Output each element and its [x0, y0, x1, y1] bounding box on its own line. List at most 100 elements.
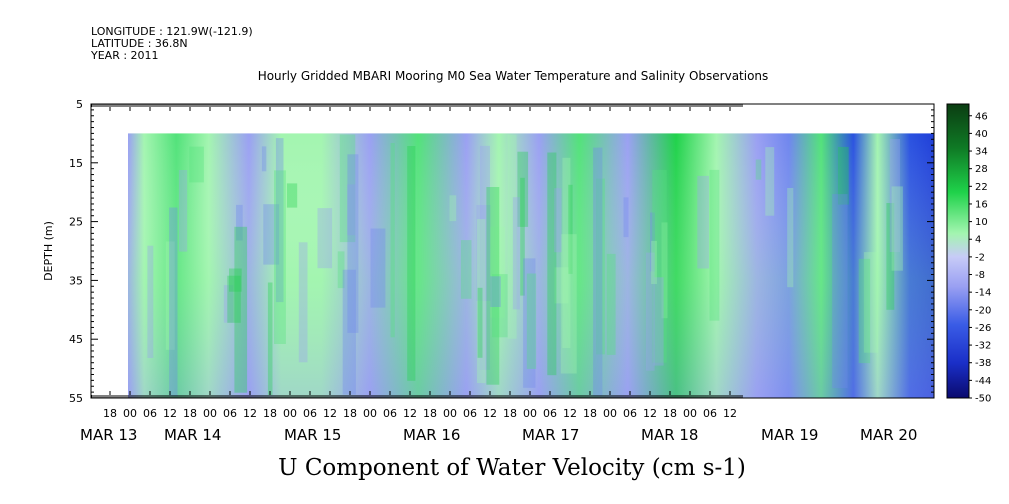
x-hour-label: 00 — [603, 407, 617, 420]
heatmap-streak — [547, 152, 557, 376]
x-hour-label: 00 — [203, 407, 217, 420]
x-hour-label: 18 — [183, 407, 197, 420]
heatmap-streak — [234, 226, 248, 393]
x-hour-label: 06 — [143, 407, 157, 420]
y-tick-label: 45 — [69, 333, 83, 346]
heatmap-streak — [169, 207, 178, 397]
x-hour-label: 06 — [303, 407, 317, 420]
heatmap-streak — [286, 183, 298, 208]
x-hour-label: 18 — [263, 407, 277, 420]
x-hour-label: 12 — [403, 407, 417, 420]
heatmap-streak — [889, 139, 900, 252]
colorbar-label: -14 — [975, 288, 991, 299]
heatmap-streak — [650, 212, 655, 272]
heatmap-streak — [651, 240, 657, 284]
colorbar-label: -50 — [975, 394, 991, 405]
heatmap-streak — [263, 204, 280, 265]
heatmap-streak — [339, 134, 356, 243]
heatmap-streak — [645, 252, 655, 371]
colorbar: 46 40 34 28 22 16 10 4 -2 -8 -14 -20 -26 -32 -38 -44 -50 — [946, 103, 991, 405]
heatmap-streak — [891, 186, 903, 271]
y-tick-label: 25 — [69, 216, 83, 229]
heatmap-streak — [765, 147, 775, 216]
heatmap-streak — [370, 228, 386, 308]
heatmap-streak — [476, 205, 491, 301]
heatmap-streak — [596, 178, 605, 355]
heatmap-streak — [523, 258, 536, 388]
heatmap-streak — [886, 203, 895, 310]
x-hour-label: 00 — [283, 407, 297, 420]
x-hour-label: 12 — [163, 407, 177, 420]
heatmap-streak — [863, 252, 879, 353]
heatmap-streak — [275, 138, 284, 303]
heatmap-streak — [317, 208, 333, 269]
y-axis-label: DEPTH (m) — [42, 221, 55, 281]
colorbar-label: 28 — [975, 164, 988, 175]
heatmap-streak — [460, 240, 472, 299]
heatmap-streak — [274, 170, 286, 344]
heatmap-streak — [449, 195, 457, 222]
year-label: YEAR : 2011 — [90, 49, 159, 62]
heatmap-streak — [189, 146, 204, 183]
x-hour-label: 12 — [643, 407, 657, 420]
x-day-label: MAR 20 — [860, 426, 917, 444]
x-hour-label: 00 — [443, 407, 457, 420]
x-hour-label: 12 — [483, 407, 497, 420]
heatmap-streak — [787, 188, 794, 288]
x-hour-label: 00 — [123, 407, 137, 420]
heatmap-streak — [492, 274, 508, 338]
heatmap-streak — [477, 287, 483, 358]
colorbar-label: 4 — [975, 235, 981, 246]
x-hour-label: 18 — [343, 407, 357, 420]
heatmap-streak — [490, 226, 505, 318]
heatmap-streak — [261, 146, 267, 172]
heatmap-streak — [477, 219, 486, 384]
heatmap-streak — [178, 170, 188, 252]
colorbar-label: -38 — [975, 358, 991, 369]
heatmap-depth-shading — [128, 133, 934, 398]
heatmap-streak — [337, 251, 345, 289]
heatmap-streak — [593, 147, 603, 396]
colorbar-label: -32 — [975, 341, 991, 352]
y-tick-label: 35 — [69, 274, 83, 287]
y-tick-label: 15 — [69, 157, 83, 170]
x-hour-label: 06 — [703, 407, 717, 420]
colorbar-label: -8 — [975, 270, 985, 281]
heatmap-streak — [623, 197, 629, 238]
x-day-label: MAR 18 — [641, 426, 698, 444]
colorbar-label: -26 — [975, 323, 991, 334]
heatmap-streak — [554, 267, 569, 304]
y-axis: 5 15 25 35 45 55 — [69, 98, 934, 405]
y-tick-label: 55 — [69, 392, 83, 405]
colorbar-label: 46 — [975, 111, 988, 122]
colorbar-label: -20 — [975, 305, 991, 316]
x-hour-label: 12 — [323, 407, 337, 420]
heatmap-streak — [147, 245, 154, 358]
x-hour-label: 06 — [383, 407, 397, 420]
x-day-label: MAR 14 — [164, 426, 221, 444]
x-hour-label: 00 — [363, 407, 377, 420]
heatmap-streak — [507, 134, 517, 339]
y-tick-label: 5 — [76, 98, 83, 111]
heatmap-streak — [236, 204, 243, 241]
heatmap-streak — [490, 276, 501, 307]
colorbar-label: -44 — [975, 376, 991, 387]
heatmap-streak — [837, 146, 849, 205]
heatmap-streak — [390, 143, 395, 338]
x-day-label: MAR 19 — [761, 426, 818, 444]
x-hour-label: 18 — [103, 407, 117, 420]
colorbar-gradient — [946, 103, 970, 399]
heatmap-streak — [661, 222, 668, 319]
x-hour-label: 00 — [523, 407, 537, 420]
x-hour-label: 12 — [243, 407, 257, 420]
heatmap-streak — [709, 169, 720, 321]
x-day-label: MAR 13 — [80, 426, 137, 444]
colorbar-label: 40 — [975, 129, 988, 140]
x-hour-label: 06 — [463, 407, 477, 420]
colorbar-label: 10 — [975, 217, 988, 228]
heatmap-streak — [554, 188, 562, 253]
heatmap-streak — [347, 154, 359, 333]
heatmap-streak — [858, 258, 871, 364]
x-day-label: MAR 17 — [522, 426, 579, 444]
colorbar-label: 16 — [975, 199, 988, 210]
